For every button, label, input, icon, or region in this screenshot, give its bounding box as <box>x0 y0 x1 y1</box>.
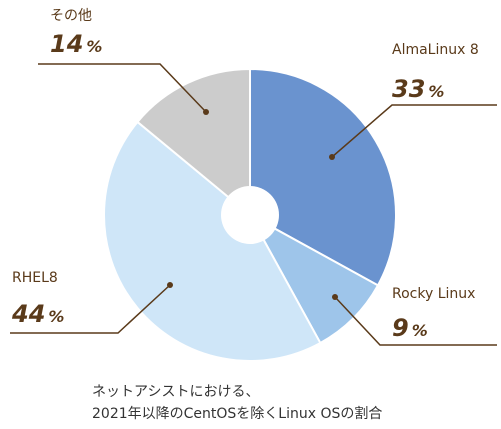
slice-label: RHEL8 <box>12 270 58 286</box>
slices-group <box>103 67 397 362</box>
slice-percent: 44% <box>11 300 64 328</box>
leader-line <box>10 284 171 334</box>
percent-sign: % <box>412 321 428 340</box>
leader-lines-group <box>10 63 497 346</box>
leader-line <box>334 296 497 346</box>
leader-dot <box>203 109 209 115</box>
percent-sign: % <box>428 82 444 101</box>
slice-label: その他 <box>50 8 92 24</box>
chart-note: ネットアシストにおける、 2021年以降のCentOSを除くLinux OSの割… <box>92 384 382 422</box>
pie-slice <box>247 212 380 345</box>
percent-sign: % <box>86 37 102 56</box>
slice-label: Rocky Linux <box>392 286 475 302</box>
slice-label: AlmaLinux 8 <box>392 42 479 58</box>
slice-percent: 33% <box>392 75 444 103</box>
leader-dot <box>167 282 173 288</box>
labels-group: AlmaLinux 8 33 % Rocky Linux 9 % RHEL8 44 % その他 14… <box>11 8 479 342</box>
slice-percent: 9% <box>392 314 428 342</box>
leader-dot <box>332 294 338 300</box>
pie-slice <box>136 67 251 218</box>
pie-slice <box>249 67 397 287</box>
note-line-1: ネットアシストにおける、 <box>92 384 259 400</box>
percent-sign: % <box>48 307 64 326</box>
leader-line <box>331 104 497 158</box>
leader-dot <box>329 154 335 160</box>
note-line-2: 2021年以降のCentOSを除くLinux OSの割合 <box>92 405 382 422</box>
donut-hole <box>221 186 279 244</box>
leader-line <box>38 63 207 113</box>
pie-slice <box>103 120 322 362</box>
slice-percent: 14% <box>50 30 102 58</box>
